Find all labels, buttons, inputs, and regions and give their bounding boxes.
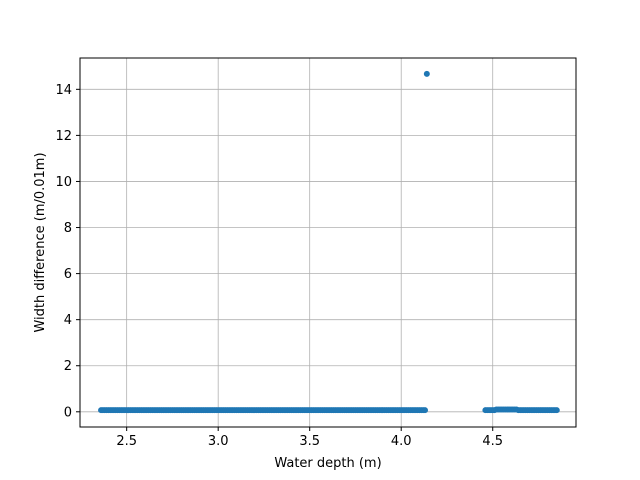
y-tick-label: 14 xyxy=(55,83,72,98)
data-point xyxy=(423,70,430,77)
y-tick-label: 4 xyxy=(64,313,72,328)
x-tick-label: 4.0 xyxy=(391,434,412,449)
plot-frame xyxy=(79,57,577,428)
y-tick-label: 12 xyxy=(55,129,72,144)
grid xyxy=(80,58,576,427)
y-tick-label: 0 xyxy=(64,405,72,420)
x-tick-label: 4.5 xyxy=(482,434,503,449)
data-point xyxy=(553,407,560,414)
y-tick-label: 10 xyxy=(55,175,72,190)
y-axis-ticks: 0 2 4 6 8 10 12 14 xyxy=(55,83,80,420)
x-tick-label: 3.0 xyxy=(208,434,229,449)
x-axis-label: Water depth (m) xyxy=(274,456,381,471)
y-tick-label: 2 xyxy=(64,359,72,374)
y-tick-label: 6 xyxy=(64,267,72,282)
x-tick-label: 2.5 xyxy=(116,434,137,449)
y-axis-label: Width difference (m/0.01m) xyxy=(33,152,48,332)
data-point xyxy=(422,407,429,414)
x-axis-ticks: 2.5 3.0 3.5 4.0 4.5 xyxy=(116,427,503,449)
y-tick-label: 8 xyxy=(64,221,72,236)
x-tick-label: 3.5 xyxy=(299,434,320,449)
data-points xyxy=(98,70,560,414)
